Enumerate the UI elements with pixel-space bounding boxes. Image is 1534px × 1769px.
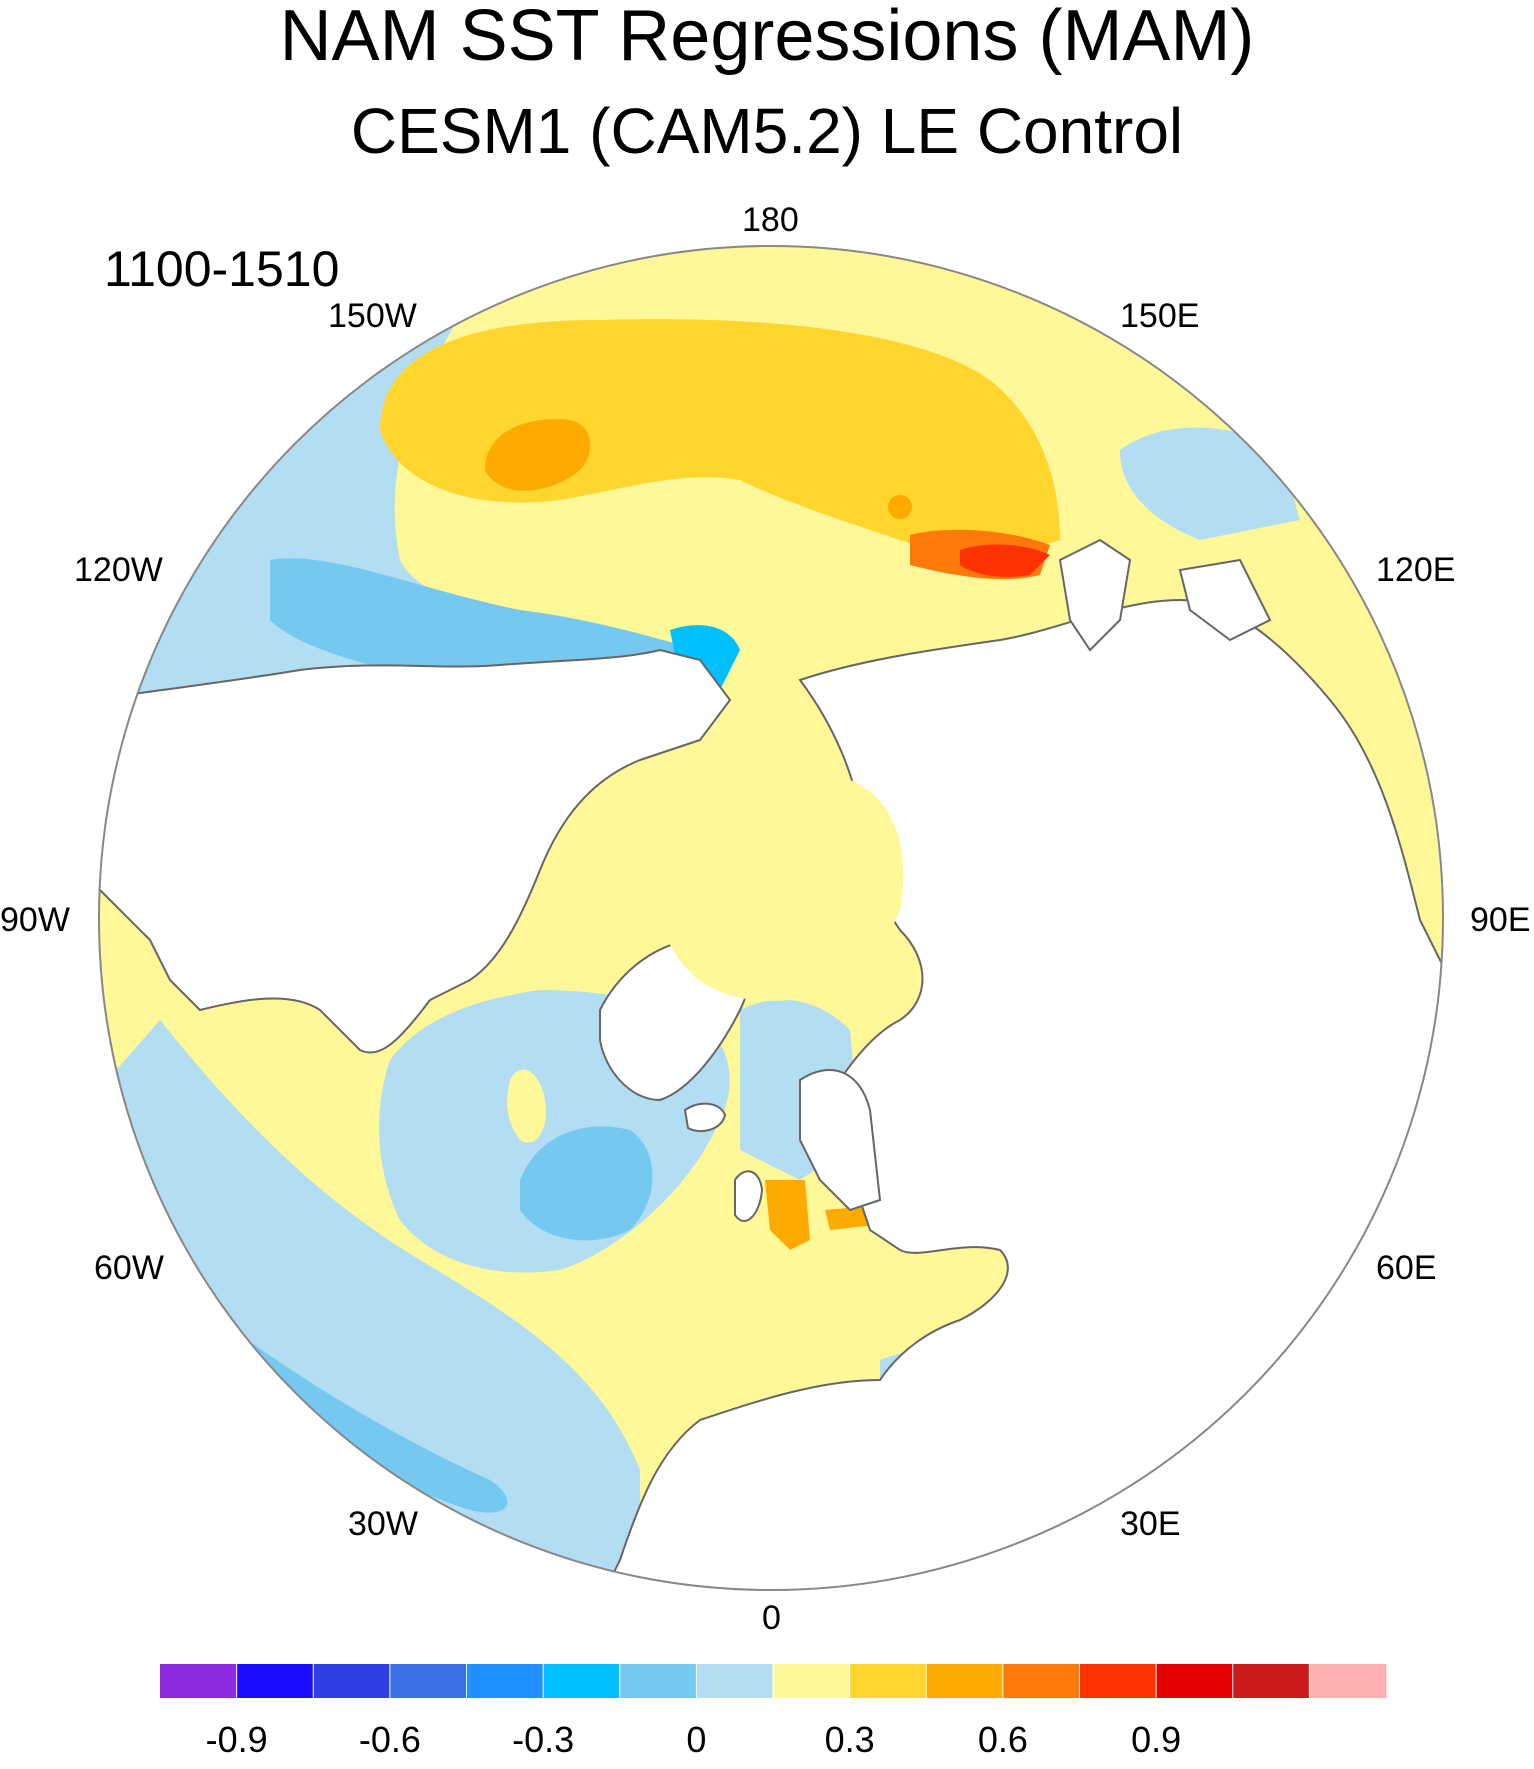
atlantic-neg-mid-south	[220, 1320, 508, 1513]
land-iceland	[683, 1102, 727, 1133]
colorbar-swatch	[773, 1664, 851, 1698]
map-subtitle: CESM1 (CAM5.2) LE Control	[350, 95, 1184, 167]
colorbar-swatch	[389, 1664, 468, 1698]
colorbar-swatch	[926, 1664, 1004, 1698]
kuroshio-neg-light	[1120, 427, 1300, 540]
lon-label-120w: 120W	[74, 551, 163, 589]
arctic-pos-light	[646, 766, 904, 1001]
lon-label-30w: 30W	[348, 1505, 418, 1543]
lon-label-90w: 90W	[0, 901, 70, 939]
lon-label-90e: 90E	[1470, 901, 1531, 939]
pacific-pos-strong	[485, 419, 591, 491]
land-north-america	[99, 648, 732, 1054]
land-kamchatka	[1058, 538, 1132, 652]
land-scandinavia	[799, 1069, 882, 1212]
period-label: 1100-1510	[104, 241, 340, 297]
lon-label-180: 180	[742, 201, 799, 239]
pacific-pos-spot	[888, 495, 912, 519]
lon-label-0: 0	[762, 1599, 781, 1637]
pacific-pos-mid	[380, 319, 1060, 555]
colorbar-tick-label: -0.3	[512, 1719, 575, 1760]
lon-label-60w: 60W	[94, 1249, 164, 1287]
colorbar-swatch	[1309, 1664, 1387, 1698]
colorbar-swatch	[466, 1664, 544, 1698]
colorbar	[160, 1664, 1387, 1698]
lon-label-150e: 150E	[1120, 297, 1200, 335]
colorbar-swatch	[160, 1664, 238, 1698]
map-title: NAM SST Regressions (MAM)	[279, 0, 1255, 76]
colorbar-swatch	[1156, 1664, 1234, 1698]
land-japan	[1178, 558, 1272, 642]
colorbar-swatch	[696, 1664, 774, 1698]
colorbar-swatch	[849, 1664, 927, 1698]
colorbar-swatch	[1232, 1664, 1310, 1698]
colorbar-swatch	[619, 1664, 697, 1698]
colorbar-swatch	[543, 1664, 621, 1698]
map-boundary	[98, 245, 1444, 1591]
colorbar-swatch	[313, 1664, 391, 1698]
colorbar-swatch	[236, 1664, 314, 1698]
colorbar-tick-label: 0.6	[977, 1719, 1028, 1760]
colorbar-tick-label: 0	[686, 1719, 707, 1760]
lon-label-60e: 60E	[1376, 1249, 1437, 1287]
north-sea-pos	[765, 1180, 810, 1250]
lon-label-150w: 150W	[328, 297, 417, 335]
colorbar-tick-label: 0.3	[824, 1719, 875, 1760]
colorbar-swatch	[1002, 1664, 1081, 1698]
atlantic-neg-mid-north	[520, 1126, 653, 1241]
okhotsk-pos-max	[960, 544, 1050, 577]
colorbar-tick-label: -0.6	[358, 1719, 421, 1760]
lon-label-120e: 120E	[1376, 551, 1456, 589]
colorbar-tick-label: 0.9	[1131, 1719, 1182, 1760]
colorbar-swatch	[1079, 1664, 1157, 1698]
lon-label-30e: 30E	[1120, 1505, 1181, 1543]
labrador-pos-light	[507, 1069, 546, 1143]
colorbar-tick-label: -0.9	[205, 1719, 268, 1760]
land-british-isles	[734, 1170, 764, 1222]
